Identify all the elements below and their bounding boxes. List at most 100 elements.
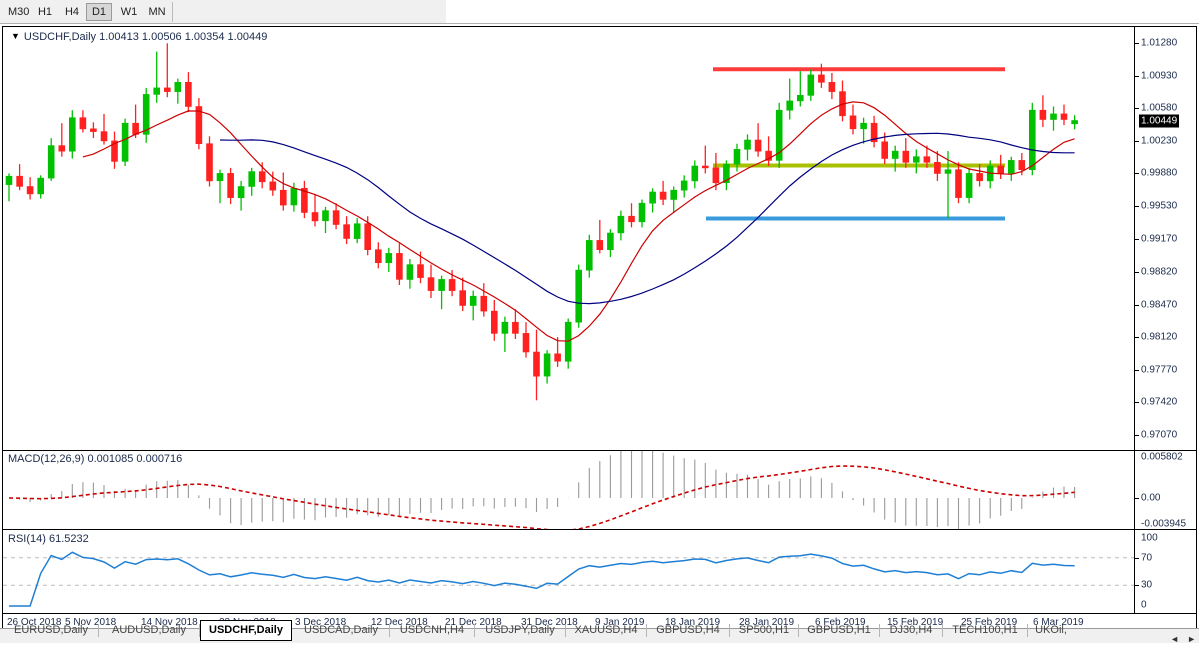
price-tick (1135, 402, 1139, 403)
price-tick (1135, 76, 1139, 77)
tab-separator (565, 624, 566, 637)
tab-scroll-left-icon[interactable]: ◄ (1170, 634, 1180, 644)
time-tick-label: 3 Dec 2018 (295, 617, 347, 628)
time-tick-label: 15 Feb 2019 (887, 617, 944, 628)
rsi-tick-label: 30 (1141, 579, 1153, 591)
price-tick (1135, 141, 1139, 142)
price-tick-label: 1.00930 (1141, 70, 1178, 82)
rsi-tick (1135, 585, 1139, 586)
symbol-tab-xauusd-h4[interactable]: XAUUSD,H4 (574, 624, 638, 636)
tab-separator (729, 624, 730, 637)
macd-plot-area[interactable] (3, 451, 1134, 529)
price-tick-label: 1.00230 (1141, 135, 1178, 147)
symbol-tab-sp500-h1[interactable]: SP500,H1 (738, 624, 790, 636)
symbol-tab-usdcnh-h4[interactable]: USDCNH,H4 (399, 624, 465, 636)
price-pane-title: ▼ USDCHF,Daily 1.00413 1.00506 1.00354 1.… (11, 31, 267, 43)
symbol-tab-gbpusd-h1[interactable]: GBPUSD,H1 (807, 624, 871, 636)
time-tick-label: 5 Nov 2018 (65, 617, 117, 628)
price-pane[interactable]: 1.01280 1.00930 1.00580 1.00230 0.99880 0.995… (3, 27, 1196, 451)
time-tick-label: 14 Nov 2018 (141, 617, 198, 628)
price-tick-label: 1.01280 (1141, 37, 1178, 49)
time-tick-label: 28 Jan 2019 (739, 617, 795, 628)
price-tick (1135, 206, 1139, 207)
current-price-label: 1.00449 (1139, 114, 1180, 128)
tab-scroll-right-icon[interactable]: ► (1187, 634, 1196, 644)
symbol-tab-usdchf-daily[interactable]: USDCHF,Daily (200, 620, 292, 641)
price-tick (1135, 435, 1139, 436)
rsi-tick (1135, 558, 1139, 559)
price-tick-label: 0.99530 (1141, 200, 1178, 212)
price-tick (1135, 272, 1139, 273)
rsi-chart (3, 551, 1134, 607)
time-tick-label: 25 Feb 2019 (961, 617, 1018, 628)
symbol-tab-tech100-h1[interactable]: TECH100,H1 (952, 624, 1018, 636)
timeframe-w1-button[interactable]: W1 (120, 6, 138, 18)
timeframe-toolbar: M30 H1 H4 D1 W1 MN (0, 0, 1199, 24)
macd-pane-title: MACD(12,26,9) 0.001085 0.000716 (8, 453, 183, 465)
rsi-tick-label: 0 (1141, 599, 1147, 611)
rsi-scale: 100 70 30 0 (1134, 530, 1196, 613)
tab-scroll-arrows[interactable]: ◄ ► (1170, 629, 1196, 650)
price-tick-label: 0.98470 (1141, 299, 1178, 311)
timeframe-m30-button[interactable]: M30 (8, 6, 30, 18)
macd-pane[interactable]: 0.005802 0.00 -0.003945 MACD(12,26,9) 0.00… (3, 451, 1196, 530)
time-tick-label: 6 Mar 2019 (1033, 617, 1084, 628)
symbol-tab-gbpusd-h4[interactable]: GBPUSD,H4 (656, 624, 720, 636)
symbol-tab-usdcad-daily[interactable]: USDCAD,Daily (304, 624, 378, 636)
price-tick-label: 0.97070 (1141, 429, 1178, 441)
collapse-arrow-icon[interactable]: ▼ (11, 31, 20, 41)
tab-separator (474, 624, 475, 637)
macd-scale: 0.005802 0.00 -0.003945 (1134, 451, 1196, 530)
macd-chart (8, 451, 1076, 529)
price-tick (1135, 305, 1139, 306)
price-tick-label: 0.98820 (1141, 266, 1178, 278)
chart-frame: 1.01280 1.00930 1.00580 1.00230 0.99880 0.995… (2, 26, 1197, 614)
symbol-tab-eurusd-daily[interactable]: EURUSD,Daily (14, 624, 88, 636)
rsi-tick-label: 70 (1141, 552, 1153, 564)
rsi-pane-title: RSI(14) 61.5232 (8, 533, 89, 545)
timeframe-d1-button[interactable]: D1 (86, 3, 112, 21)
macd-tick (1135, 498, 1139, 499)
rsi-plot-area[interactable] (3, 530, 1134, 613)
price-tick (1135, 337, 1139, 338)
timeframe-h4-button[interactable]: H4 (64, 6, 80, 18)
symbol-tab-audusd-daily[interactable]: AUDUSD,Daily (112, 624, 186, 636)
symbol-tab-ukoil[interactable]: UKOil, (1035, 624, 1067, 636)
time-tick-label: 18 Jan 2019 (665, 617, 721, 628)
price-tick-label: 0.98120 (1141, 331, 1178, 343)
time-tick-label: 31 Dec 2018 (521, 617, 578, 628)
price-scale[interactable]: 1.01280 1.00930 1.00580 1.00230 0.99880 0.995… (1134, 27, 1196, 450)
tab-separator (1027, 624, 1028, 637)
macd-tick-label: 0.005802 (1141, 451, 1183, 463)
time-tick-label: 21 Dec 2018 (445, 617, 502, 628)
timeframe-mn-button[interactable]: MN (148, 6, 166, 18)
toolbar-empty-area (446, 0, 1199, 23)
price-plot-area[interactable] (3, 27, 1134, 450)
price-tick (1135, 108, 1139, 109)
price-tick (1135, 43, 1139, 44)
price-tick (1135, 370, 1139, 371)
time-tick-label: 26 Oct 2018 (7, 617, 62, 628)
tab-separator (199, 624, 200, 637)
price-tick (1135, 173, 1139, 174)
price-tick-label: 0.99880 (1141, 167, 1178, 179)
symbol-tabbar: EURUSD,Daily AUDUSD,Daily USDCHF,Daily USDC… (0, 620, 1199, 644)
tab-separator (798, 624, 799, 637)
tab-separator (389, 624, 390, 637)
rsi-pane[interactable]: 100 70 30 0 RSI(14) 61.5232 (3, 530, 1196, 613)
timeframe-h1-button[interactable]: H1 (37, 6, 53, 18)
toolbar-divider (172, 2, 173, 22)
rsi-tick-label: 100 (1141, 532, 1158, 544)
time-tick-label: 6 Feb 2019 (815, 617, 866, 628)
macd-tick-label: 0.00 (1141, 492, 1161, 504)
symbol-tab-dj30-h4[interactable]: DJ30,H4 (889, 624, 933, 636)
price-tick-label: 0.97420 (1141, 396, 1178, 408)
price-tick-label: 1.00580 (1141, 102, 1178, 114)
price-pane-title-text: USDCHF,Daily 1.00413 1.00506 1.00354 1.0… (23, 31, 268, 43)
price-tick (1135, 239, 1139, 240)
tab-separator (879, 624, 880, 637)
price-tick-label: 0.97770 (1141, 364, 1178, 376)
symbol-tab-usdjpy-daily[interactable]: USDJPY,Daily (485, 624, 555, 636)
tab-separator (98, 624, 99, 637)
